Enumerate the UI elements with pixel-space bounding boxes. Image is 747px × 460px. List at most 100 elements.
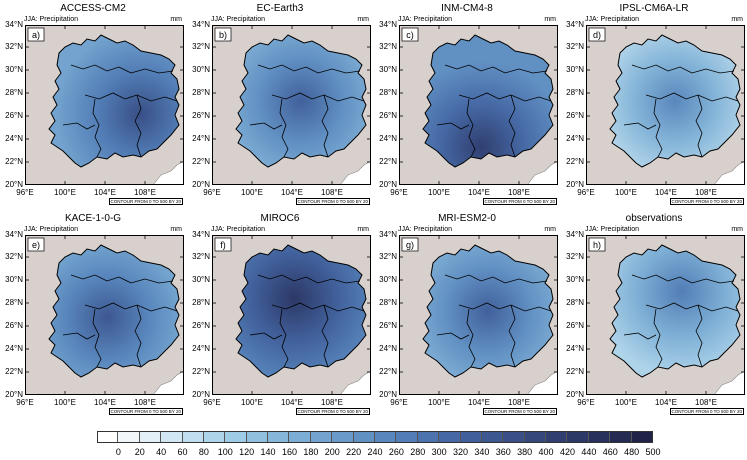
map-panel: IPSL-CM6A-LR JJA: Precipitation mm 34°N 32°N… xyxy=(561,0,747,210)
lat-tick-label: 22°N xyxy=(192,157,210,166)
map-frame xyxy=(25,25,184,185)
lat-tick-label: 22°N xyxy=(379,367,397,376)
colorbar-label: 180 xyxy=(303,447,319,457)
contour-note: CONTOUR FROM 0 TO 500 BY 20 xyxy=(108,408,183,415)
lat-tick-label: 24°N xyxy=(192,134,210,143)
colorbar-cell xyxy=(118,431,140,443)
lat-tick-label: 20°N xyxy=(192,180,210,189)
lat-tick-label: 28°N xyxy=(192,88,210,97)
lat-tick-label: 24°N xyxy=(192,344,210,353)
lat-tick-label: 30°N xyxy=(5,65,23,74)
map-frame xyxy=(25,235,184,395)
precip-field xyxy=(422,244,554,378)
panel-grid: ACCESS-CM2 JJA: Precipitation mm 34°N 32°N 30… xyxy=(5,0,747,420)
lat-tick-label: 22°N xyxy=(566,367,584,376)
lat-tick-label: 28°N xyxy=(5,298,23,307)
lat-tick-label: 24°N xyxy=(379,344,397,353)
lat-tick-label: 32°N xyxy=(379,42,397,51)
coastline-area xyxy=(152,370,184,395)
lon-tick-label: 100°E xyxy=(615,188,637,197)
lat-tick-label: 20°N xyxy=(192,390,210,399)
panel-title: ACCESS-CM2 xyxy=(60,3,126,14)
province-border xyxy=(645,92,739,102)
colorbar-label: 500 xyxy=(645,447,661,457)
lat-tick-label: 26°N xyxy=(192,111,210,120)
province-border xyxy=(134,94,142,158)
lat-tick-label: 22°N xyxy=(192,367,210,376)
precip-map: f) xyxy=(212,235,371,395)
colorbar-cell xyxy=(546,431,568,443)
lat-tick-label: 26°N xyxy=(192,321,210,330)
colorbar-label: 480 xyxy=(624,447,640,457)
lat-tick-label: 26°N xyxy=(379,321,397,330)
lon-tick-label: 104°E xyxy=(468,398,490,407)
province-border xyxy=(631,274,735,284)
lat-tick-label: 20°N xyxy=(566,390,584,399)
lon-tick-label: 104°E xyxy=(655,188,677,197)
colorbar-cell xyxy=(481,431,504,443)
panel-subtitle: JJA: Precipitation xyxy=(398,16,453,23)
lat-tick-label: 28°N xyxy=(5,88,23,97)
map-panel: observations JJA: Precipitation mm 34°N 32°N… xyxy=(561,210,747,420)
lat-tick-label: 30°N xyxy=(566,65,584,74)
lat-tick-label: 28°N xyxy=(566,298,584,307)
province-border xyxy=(249,122,283,130)
map-panel: EC-Earth3 JJA: Precipitation mm 34°N 32°N 30°… xyxy=(187,0,373,210)
precip-field xyxy=(48,34,180,168)
lat-tick-label: 22°N xyxy=(379,157,397,166)
contour-note: CONTOUR FROM 0 TO 500 BY 20 xyxy=(669,408,744,415)
province-border xyxy=(695,304,703,368)
province-border xyxy=(92,98,102,158)
province-border xyxy=(92,308,102,368)
colorbar-cell xyxy=(203,431,226,443)
panel-letter-box xyxy=(588,27,606,42)
province-border xyxy=(279,308,289,368)
colorbar-cell xyxy=(225,431,247,443)
panel-letter: c) xyxy=(406,30,414,40)
contour-note: CONTOUR FROM 0 TO 500 BY 20 xyxy=(295,198,370,205)
panel-title: INM-CM4-8 xyxy=(441,3,493,14)
map-frame xyxy=(399,25,558,185)
colorbar-cell xyxy=(375,431,397,443)
colorbar: 0 20 40 60 80 100 120 140 160 180 200 220 240 260 280 3… xyxy=(97,431,661,460)
lat-tick-label: 26°N xyxy=(566,111,584,120)
lat-tick-label: 32°N xyxy=(5,42,23,51)
precip-field xyxy=(609,34,741,168)
colorbar-label: 240 xyxy=(367,447,383,457)
lon-tick-label: 96°E xyxy=(203,188,221,197)
lat-tick-label: 32°N xyxy=(566,42,584,51)
lat-tick-label: 34°N xyxy=(192,230,210,239)
lon-tick-label: 96°E xyxy=(390,188,408,197)
panel-unit: mm xyxy=(357,226,369,233)
lon-tick-label: 96°E xyxy=(16,188,34,197)
lon-tick-label: 108°E xyxy=(321,398,343,407)
province-border xyxy=(508,304,516,368)
panel-unit: mm xyxy=(544,16,556,23)
province-border xyxy=(508,94,516,158)
colorbar-label: 0 xyxy=(115,447,121,457)
panel-letter-box xyxy=(588,237,606,252)
coastline-area xyxy=(526,370,558,395)
lat-tick-label: 30°N xyxy=(192,65,210,74)
lon-tick-label: 104°E xyxy=(281,188,303,197)
panel-unit: mm xyxy=(170,16,182,23)
colorbar-cell xyxy=(268,431,290,443)
lon-tick-label: 108°E xyxy=(508,398,530,407)
colorbar-label: 440 xyxy=(581,447,597,457)
lat-tick-label: 34°N xyxy=(379,20,397,29)
panel-unit: mm xyxy=(544,226,556,233)
lat-tick-label: 34°N xyxy=(566,230,584,239)
panel-letter: g) xyxy=(406,240,414,250)
lat-tick-label: 20°N xyxy=(379,390,397,399)
lat-tick-label: 24°N xyxy=(379,134,397,143)
colorbar-label: 420 xyxy=(559,447,575,457)
province-border xyxy=(436,332,470,340)
province-border xyxy=(458,302,552,312)
lat-tick-label: 32°N xyxy=(566,252,584,261)
panel-letter: b) xyxy=(219,30,227,40)
panel-subtitle: JJA: Precipitation xyxy=(585,226,640,233)
colorbar-label: 340 xyxy=(474,447,490,457)
province-border xyxy=(623,332,657,340)
lon-tick-label: 108°E xyxy=(134,398,156,407)
province-border xyxy=(466,98,476,158)
